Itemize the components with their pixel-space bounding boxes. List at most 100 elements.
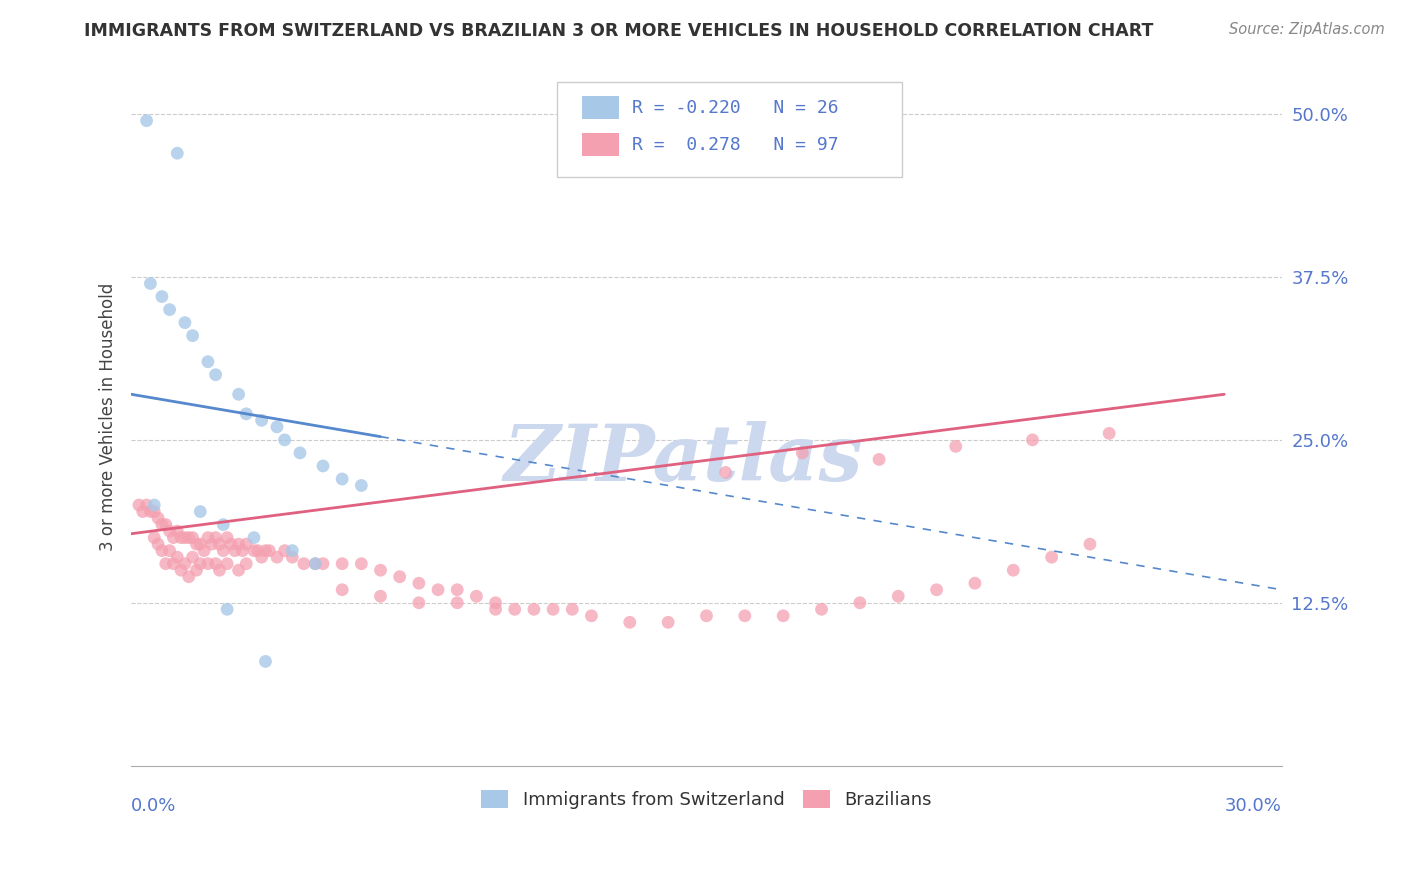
Point [219,537,242,551]
Point [217,557,239,571]
Point [1021,433,1043,447]
Point [132,504,155,518]
Point [186,537,208,551]
Point [246,543,269,558]
Point [427,582,450,597]
Point [243,543,266,558]
Point [204,531,226,545]
Point [849,596,872,610]
Text: R =  0.278   N = 97: R = 0.278 N = 97 [631,136,838,153]
Point [235,557,257,571]
Point [228,537,250,551]
Point [135,113,157,128]
Point [370,563,392,577]
Text: IMMIGRANTS FROM SWITZERLAND VS BRAZILIAN 3 OR MORE VEHICLES IN HOUSEHOLD CORRELA: IMMIGRANTS FROM SWITZERLAND VS BRAZILIAN… [84,22,1154,40]
Point [503,602,526,616]
Point [388,570,411,584]
Point [561,602,583,616]
Point [155,517,177,532]
Point [159,543,181,558]
Point [734,608,756,623]
Point [945,439,967,453]
Point [581,608,603,623]
Point [1040,550,1063,565]
Point [350,478,373,492]
Point [217,531,239,545]
Point [166,146,188,161]
Point [193,543,215,558]
Point [330,472,353,486]
Point [143,504,166,518]
Point [150,543,173,558]
Point [228,563,250,577]
Text: 0.0%: 0.0% [131,797,177,815]
Point [143,531,166,545]
Point [619,615,641,630]
Point [162,557,184,571]
Point [139,277,162,291]
FancyBboxPatch shape [582,96,619,119]
Point [312,557,335,571]
Point [166,524,188,538]
Point [212,543,235,558]
Point [446,596,468,610]
Point [281,550,304,565]
Point [235,407,257,421]
Point [714,466,737,480]
Point [201,537,224,551]
Point [181,550,204,565]
Point [170,563,193,577]
Point [792,446,814,460]
Point [174,557,197,571]
Point [208,537,231,551]
Point [868,452,890,467]
Text: 30.0%: 30.0% [1225,797,1282,815]
Point [292,557,315,571]
Point [330,582,353,597]
Point [259,543,281,558]
Point [177,570,200,584]
Text: ZIPatlas: ZIPatlas [503,421,863,497]
Point [150,517,173,532]
Point [273,433,295,447]
Point [208,563,231,577]
Point [231,543,253,558]
Point [155,557,177,571]
Point [166,550,188,565]
Point [408,596,430,610]
Point [139,504,162,518]
Point [250,550,273,565]
Point [772,608,794,623]
Point [150,289,173,303]
Point [288,446,311,460]
Point [484,596,506,610]
Point [181,531,204,545]
Point [350,557,373,571]
Point [186,563,208,577]
Point [143,498,166,512]
Point [204,557,226,571]
Point [266,420,288,434]
Point [312,458,335,473]
Point [250,413,273,427]
Point [181,328,204,343]
Point [541,602,564,616]
Point [197,557,219,571]
Point [174,316,197,330]
Point [162,531,184,545]
Point [370,589,392,603]
Text: Source: ZipAtlas.com: Source: ZipAtlas.com [1229,22,1385,37]
Point [197,531,219,545]
Point [235,537,257,551]
Legend: Immigrants from Switzerland, Brazilians: Immigrants from Switzerland, Brazilians [481,789,932,809]
Point [188,557,211,571]
Point [224,543,246,558]
Point [657,615,679,630]
Point [170,531,193,545]
Point [304,557,326,571]
Point [254,543,277,558]
FancyBboxPatch shape [582,133,619,156]
Point [146,511,169,525]
Point [273,543,295,558]
Point [1078,537,1101,551]
